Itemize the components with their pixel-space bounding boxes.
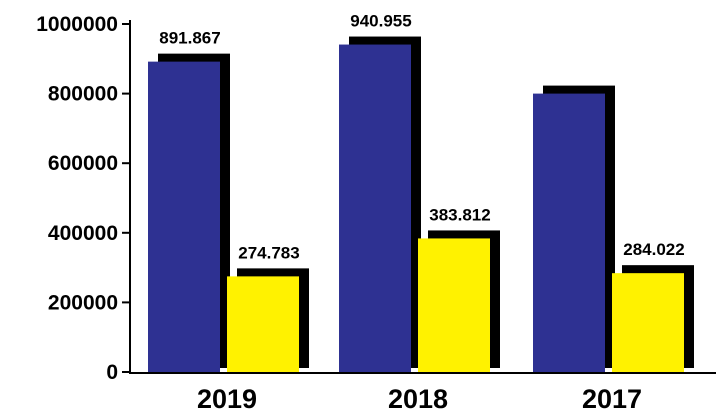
y-tick-label: 0: [106, 361, 118, 384]
bar: [533, 93, 605, 372]
data-label: 284.022: [623, 240, 684, 259]
y-tick-label: 600000: [48, 152, 118, 175]
x-tick-label: 2017: [582, 384, 642, 414]
axes: [122, 20, 716, 374]
data-label: 274.783: [238, 243, 299, 262]
x-tick-label: 2018: [388, 384, 448, 414]
bars: [148, 44, 684, 373]
data-label: 383.812: [429, 205, 490, 224]
bar: [227, 276, 299, 372]
y-tick-label: 800000: [48, 83, 118, 106]
bar: [339, 44, 411, 372]
data-label: 940.955: [350, 12, 411, 31]
y-tick-label: 1000000: [36, 13, 118, 36]
y-tick-label: 400000: [48, 222, 118, 245]
bar: [612, 273, 684, 372]
labels: 0 200000 400000 600000 800000 1000000 891.867 9…: [36, 12, 684, 414]
bar: [418, 238, 490, 372]
data-label: 891.867: [159, 29, 220, 48]
bar: [148, 61, 220, 373]
y-tick-label: 200000: [48, 291, 118, 314]
x-tick-label: 2019: [197, 384, 257, 414]
